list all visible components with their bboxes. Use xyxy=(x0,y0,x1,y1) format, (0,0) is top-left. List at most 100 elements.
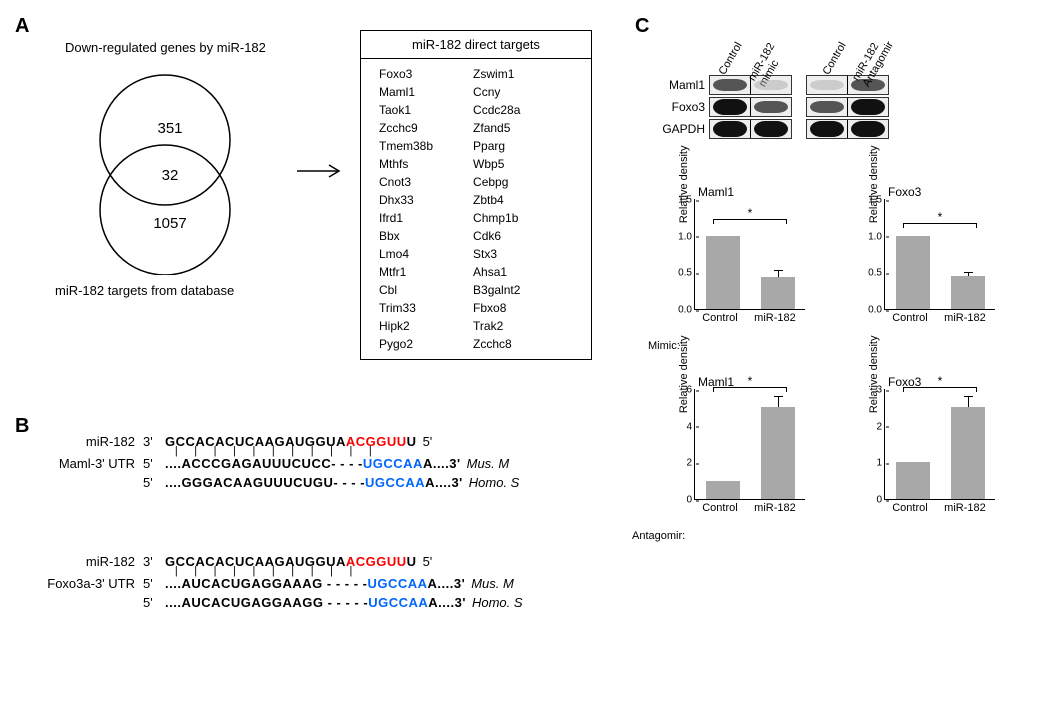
venn-bottom-only: 1057 xyxy=(145,215,195,232)
seq-homo-blue: UGCCAA xyxy=(368,596,428,610)
target-gene: Trim33 xyxy=(379,299,433,317)
panel-a-label: A xyxy=(15,15,29,38)
targets-title: miR-182 direct targets xyxy=(361,31,591,59)
target-gene: Hipk2 xyxy=(379,317,433,335)
bar xyxy=(896,236,930,309)
targets-col2: Zswim1CcnyCcdc28aZfand5PpargWbp5CebpgZbt… xyxy=(473,65,520,353)
significance-star: * xyxy=(903,374,977,388)
blot-label-control1: Control xyxy=(717,40,745,77)
seq-homo1: ....GGGACAAGUUUCUGU- - - - xyxy=(165,476,365,490)
targets-col1: Foxo3Maml1Taok1Zcchc9Tmem38bMthfsCnot3Dh… xyxy=(379,65,433,353)
blot-label-control2: Control xyxy=(821,40,849,77)
chart-antag-foxo3: Foxo3Relative density0123*ControlmiR-182 xyxy=(860,375,1015,514)
significance-bracket: * xyxy=(903,387,977,388)
venn-overlap: 32 xyxy=(150,167,190,184)
target-gene: Ccny xyxy=(473,83,520,101)
significance-bracket: * xyxy=(713,387,787,388)
y-axis-label: Relative density xyxy=(868,145,880,223)
arrow-icon xyxy=(295,160,345,188)
seq-3prime: 3' xyxy=(143,435,165,449)
target-gene: Mtfr1 xyxy=(379,263,433,281)
y-tick: 1.5 xyxy=(678,195,695,206)
seq-homo-blue: UGCCAA xyxy=(365,476,425,490)
chart-antag-maml1: Maml1Relative density0246*ControlmiR-182 xyxy=(670,375,825,514)
y-tick: 1 xyxy=(876,458,885,469)
seq-3prime: 3' xyxy=(143,555,165,569)
y-tick: 4 xyxy=(686,421,695,432)
target-gene: Zfand5 xyxy=(473,119,520,137)
seq-mus-blue: UGCCAA xyxy=(367,577,427,591)
chart-mimic-maml1: Maml1Relative density0.00.51.01.5*Contro… xyxy=(670,185,825,324)
target-gene: Zcchc8 xyxy=(473,335,520,353)
y-tick: 6 xyxy=(686,385,695,396)
y-tick: 2 xyxy=(686,458,695,469)
y-tick: 2 xyxy=(876,421,885,432)
x-label: Control xyxy=(702,502,737,514)
seq-block-maml: miR-182 3' GCCACACUCAAGAUGGUAACGGUUU 5' … xyxy=(25,435,519,490)
target-gene: Pygo2 xyxy=(379,335,433,353)
species-mus: Mus. M xyxy=(461,457,510,471)
x-label: Control xyxy=(892,312,927,324)
significance-star: * xyxy=(903,210,977,224)
venn-top-label: Down-regulated genes by miR-182 xyxy=(65,40,266,55)
blot-row-maml1: Maml1 xyxy=(655,78,709,92)
y-axis-label: Relative density xyxy=(678,145,690,223)
y-tick: 1.0 xyxy=(678,231,695,242)
x-label: Control xyxy=(892,502,927,514)
significance-bracket: * xyxy=(713,219,787,220)
x-label: miR-182 xyxy=(754,312,796,324)
seq-homo2: A....3' xyxy=(428,596,466,610)
target-gene: Chmp1b xyxy=(473,209,520,227)
target-gene: Ahsa1 xyxy=(473,263,520,281)
target-gene: B3galnt2 xyxy=(473,281,520,299)
targets-box: miR-182 direct targets Foxo3Maml1Taok1Zc… xyxy=(360,30,592,360)
panel-c-label: C xyxy=(635,15,649,38)
y-tick: 0.0 xyxy=(868,305,885,316)
seq-mus2: A....3' xyxy=(423,457,461,471)
venn-bottom-label: miR-182 targets from database xyxy=(55,283,234,298)
seq-mus-blue: UGCCAA xyxy=(363,457,423,471)
significance-star: * xyxy=(713,206,787,220)
y-tick: 1.5 xyxy=(868,195,885,206)
target-gene: Lmo4 xyxy=(379,245,433,263)
significance-star: * xyxy=(713,374,787,388)
seq-5prime-homo: 5' xyxy=(143,476,165,490)
y-axis-label: Relative density xyxy=(678,335,690,413)
seq-utr-label: Foxo3a-3' UTR xyxy=(25,577,143,591)
target-gene: Cnot3 xyxy=(379,173,433,191)
seq-5prime: 5' xyxy=(417,435,433,449)
target-gene: Zbtb4 xyxy=(473,191,520,209)
seq-mir-label: miR-182 xyxy=(25,435,143,449)
target-gene: Trak2 xyxy=(473,317,520,335)
y-tick: 0.5 xyxy=(868,268,885,279)
target-gene: Maml1 xyxy=(379,83,433,101)
seq-homo2: A....3' xyxy=(425,476,463,490)
bar xyxy=(706,481,740,499)
y-tick: 0 xyxy=(686,495,695,506)
y-tick: 3 xyxy=(876,385,885,396)
seq-5prime-mus: 5' xyxy=(143,457,165,471)
target-gene: Pparg xyxy=(473,137,520,155)
species-homo: Homo. S xyxy=(466,596,523,610)
x-label: Control xyxy=(702,312,737,324)
figure: A Down-regulated genes by miR-182 351 32… xyxy=(15,15,1035,695)
target-gene: Bbx xyxy=(379,227,433,245)
target-gene: Fbxo8 xyxy=(473,299,520,317)
venn-top-only: 351 xyxy=(150,120,190,137)
bar xyxy=(761,277,795,309)
chart-mimic-foxo3: Foxo3Relative density0.00.51.01.5*Contro… xyxy=(860,185,1015,324)
target-gene: Taok1 xyxy=(379,101,433,119)
target-gene: Tmem38b xyxy=(379,137,433,155)
target-gene: Cbl xyxy=(379,281,433,299)
x-label: miR-182 xyxy=(944,312,986,324)
mimic-prefix: Mimic: xyxy=(648,340,680,352)
seq-mir-p2: U xyxy=(407,435,417,449)
x-label: miR-182 xyxy=(754,502,796,514)
target-gene: Zcchc9 xyxy=(379,119,433,137)
target-gene: Mthfs xyxy=(379,155,433,173)
y-tick: 0 xyxy=(876,495,885,506)
seq-mir-label: miR-182 xyxy=(25,555,143,569)
seq-mus1: ....AUCACUGAGGAAAG - - - - - xyxy=(165,577,367,591)
blot-row-foxo3: Foxo3 xyxy=(655,100,709,114)
bar xyxy=(706,236,740,309)
